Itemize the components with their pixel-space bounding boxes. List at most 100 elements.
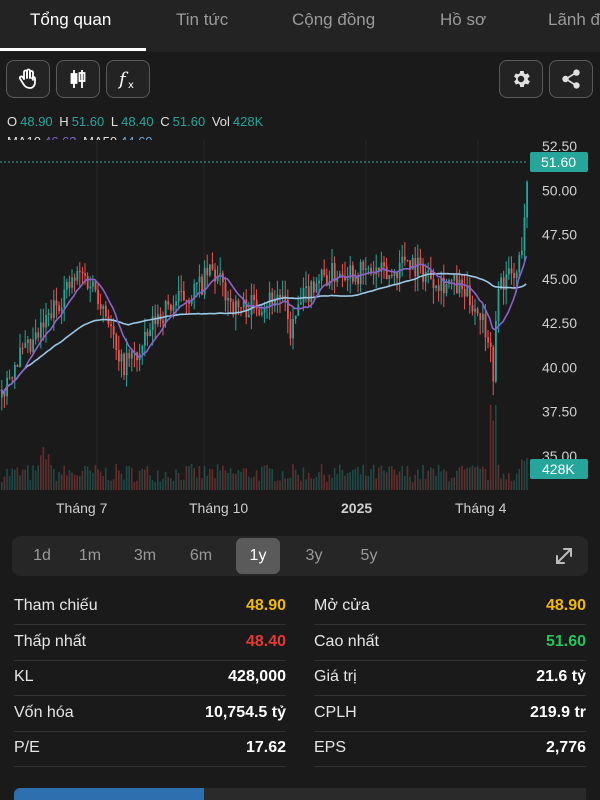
volume-bar bbox=[310, 478, 312, 490]
tab-1[interactable]: Tin tức bbox=[176, 10, 229, 29]
candle-body bbox=[281, 295, 284, 298]
hand-tool-button[interactable] bbox=[6, 60, 50, 98]
candle-body bbox=[73, 277, 76, 281]
volume-bar bbox=[188, 466, 190, 490]
volume-bar bbox=[401, 465, 403, 490]
volume-bar bbox=[81, 470, 84, 490]
volume-bar bbox=[383, 470, 385, 490]
volume-bar bbox=[268, 468, 271, 490]
candle-body bbox=[68, 281, 71, 288]
candle-body bbox=[333, 263, 336, 282]
stat-cell: Mở cửa 48.90 bbox=[314, 590, 586, 625]
candle-body bbox=[1, 389, 3, 398]
stats-row: P/E 17.62 EPS 2,776 bbox=[0, 732, 600, 767]
chart-type-button[interactable] bbox=[56, 60, 100, 98]
candle-body bbox=[427, 270, 430, 272]
stat-value: 219.9 tr bbox=[529, 703, 586, 721]
candle-body bbox=[118, 349, 120, 362]
volume-bar bbox=[86, 466, 89, 490]
volume-bar bbox=[89, 470, 91, 490]
candle-body bbox=[183, 291, 185, 301]
candle-body bbox=[42, 322, 45, 328]
range-3y[interactable]: 3y bbox=[305, 547, 323, 564]
volume-bar bbox=[190, 464, 193, 490]
volume-bar bbox=[339, 464, 341, 490]
candle-body bbox=[450, 280, 453, 282]
tab-3[interactable]: Hồ sơ bbox=[440, 10, 487, 29]
volume-bar bbox=[315, 477, 318, 490]
range-6m[interactable]: 6m bbox=[189, 547, 213, 564]
candle-body bbox=[261, 312, 263, 315]
volume-bar bbox=[419, 478, 422, 490]
last-volume-label: 428K bbox=[542, 461, 575, 477]
volume-bar bbox=[21, 469, 24, 490]
volume-bar bbox=[320, 464, 323, 490]
candle-body bbox=[21, 347, 24, 349]
volume-bar bbox=[297, 474, 299, 490]
volume-bar bbox=[138, 470, 141, 490]
volume-bar bbox=[102, 476, 104, 490]
volume-bar bbox=[45, 459, 47, 490]
range-5y[interactable]: 5y bbox=[360, 547, 378, 564]
expand-icon[interactable] bbox=[552, 544, 576, 568]
volume-bar bbox=[271, 468, 273, 490]
volume-bar bbox=[219, 470, 221, 490]
volume-bar bbox=[378, 467, 380, 490]
candle-body bbox=[92, 281, 94, 287]
volume-bar bbox=[198, 466, 201, 490]
volume-bar bbox=[450, 477, 453, 490]
price-chart[interactable]: 52.5050.0047.5045.0042.5040.0037.5035.00… bbox=[0, 140, 600, 525]
range-1d[interactable]: 1d bbox=[33, 547, 51, 564]
volume-bar bbox=[167, 477, 169, 490]
stats-row: Tham chiếu 48.90 Mở cửa 48.90 bbox=[0, 590, 600, 625]
indicators-button[interactable]: f x bbox=[106, 60, 150, 98]
volume-bar bbox=[32, 465, 34, 490]
tab-4[interactable]: Lãnh đ bbox=[548, 10, 600, 29]
volume-bar bbox=[440, 471, 442, 490]
share-button[interactable] bbox=[549, 60, 593, 98]
high-label: H bbox=[59, 114, 69, 129]
settings-button[interactable] bbox=[499, 60, 543, 98]
tab-0[interactable]: Tổng quan bbox=[30, 10, 112, 29]
candle-body bbox=[346, 278, 349, 281]
volume-bar bbox=[8, 476, 11, 490]
volume-bar bbox=[224, 470, 227, 490]
volume-bar bbox=[331, 477, 333, 490]
candle-body bbox=[40, 322, 42, 338]
y-tick-label: 37.50 bbox=[542, 404, 577, 420]
range-3m[interactable]: 3m bbox=[133, 547, 157, 564]
low-label: L bbox=[110, 114, 119, 129]
volume-bar bbox=[294, 469, 297, 490]
candle-body bbox=[167, 301, 170, 305]
volume-bar bbox=[136, 480, 138, 490]
range-1m[interactable]: 1m bbox=[78, 547, 102, 564]
candle-body bbox=[211, 264, 214, 270]
volume-bar bbox=[502, 473, 505, 490]
candle-body bbox=[378, 267, 380, 272]
volume-bar bbox=[300, 480, 302, 490]
candle-body bbox=[289, 319, 292, 339]
volume-bar bbox=[55, 480, 58, 490]
tab-2[interactable]: Cộng đồng bbox=[292, 10, 376, 29]
candle-body bbox=[502, 277, 505, 290]
y-tick-label: 47.50 bbox=[542, 227, 577, 243]
range-1y[interactable]: 1y bbox=[236, 538, 280, 574]
volume-bar bbox=[346, 473, 349, 490]
volume-bar bbox=[391, 466, 393, 490]
candle-body bbox=[29, 339, 32, 352]
volume-bar bbox=[276, 480, 279, 490]
stat-value: 10,754.5 tỷ bbox=[205, 703, 286, 721]
volume-bar bbox=[258, 480, 260, 490]
candle-body bbox=[79, 270, 81, 272]
candle-body bbox=[11, 377, 14, 379]
volume-bar bbox=[313, 478, 315, 490]
volume-bar bbox=[24, 469, 26, 490]
candle-body bbox=[248, 315, 250, 318]
candle-body bbox=[24, 342, 27, 348]
stat-value: 51.60 bbox=[545, 632, 586, 650]
volume-bar bbox=[125, 466, 128, 490]
volume-bar bbox=[71, 472, 73, 490]
volume-bar bbox=[463, 469, 466, 490]
volume-bar bbox=[461, 465, 463, 490]
bottom-action-bar[interactable] bbox=[14, 788, 586, 800]
